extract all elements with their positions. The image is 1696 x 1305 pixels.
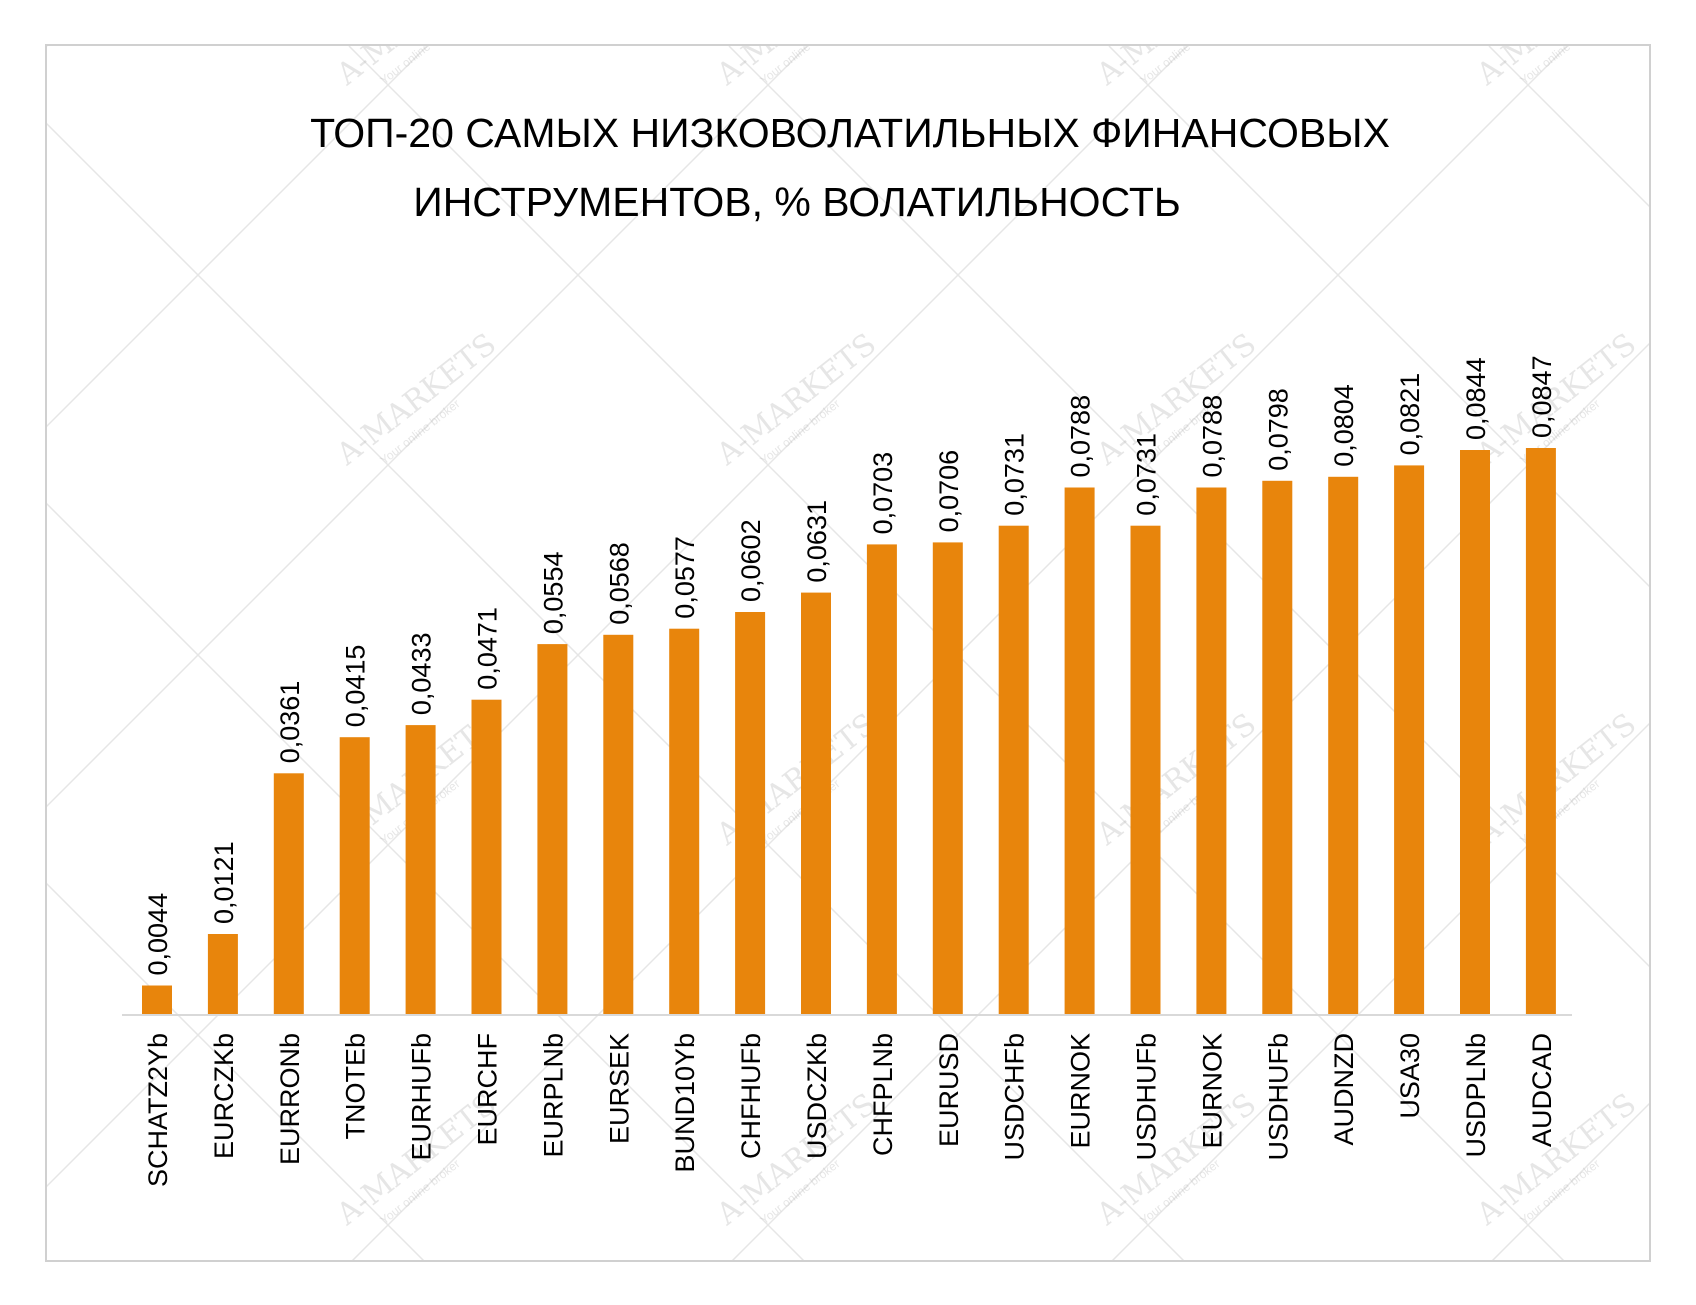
value-label-19: 0,0821 bbox=[1395, 373, 1425, 456]
category-label-11: CHFPLNb bbox=[868, 1033, 898, 1156]
category-label-15: USDHUFb bbox=[1132, 1033, 1162, 1161]
value-label-11: 0,0703 bbox=[868, 452, 898, 535]
category-label-4: EURHUFb bbox=[407, 1033, 437, 1161]
value-label-17: 0,0798 bbox=[1263, 388, 1293, 471]
value-label-12: 0,0706 bbox=[934, 450, 964, 533]
bar-usdhufb-17 bbox=[1262, 480, 1293, 1015]
bar-eurusd-12 bbox=[932, 542, 963, 1015]
bar-usdplnb-20 bbox=[1460, 450, 1490, 1015]
value-label-15: 0,0731 bbox=[1132, 433, 1162, 516]
bar-chart: ТОП-20 САМЫХ НИЗКОВОЛАТИЛЬНЫХ ФИНАНСОВЫХ… bbox=[122, 110, 1572, 1187]
value-label-7: 0,0568 bbox=[604, 542, 634, 625]
category-label-5: EURCHF bbox=[473, 1033, 503, 1146]
bar-eurnok-14 bbox=[1064, 487, 1095, 1015]
bar-eurchf-5 bbox=[471, 699, 502, 1015]
chart-title-line-1: ТОП-20 САМЫХ НИЗКОВОЛАТИЛЬНЫХ ФИНАНСОВЫХ bbox=[310, 110, 1390, 156]
bar-schatz2yb-0 bbox=[142, 985, 172, 1015]
category-label-7: EURSEK bbox=[604, 1033, 634, 1144]
value-label-18: 0,0804 bbox=[1329, 384, 1359, 467]
value-label-6: 0,0554 bbox=[538, 552, 568, 635]
value-label-14: 0,0788 bbox=[1066, 395, 1096, 478]
bar-chfplnb-11 bbox=[866, 544, 897, 1015]
bar-usa30-19 bbox=[1394, 465, 1425, 1015]
value-label-16: 0,0788 bbox=[1197, 395, 1227, 478]
value-label-13: 0,0731 bbox=[1000, 433, 1030, 516]
value-labels-group: 0,0044 0,0121 0,0361 0,0415 0,0433 0,0471 0,05… bbox=[143, 355, 1557, 975]
bar-chfhufb-9 bbox=[735, 612, 766, 1015]
category-label-18: AUDNZD bbox=[1329, 1033, 1359, 1146]
category-label-21: AUDCAD bbox=[1527, 1033, 1557, 1147]
bar-tnoteb-3 bbox=[339, 737, 370, 1015]
bar-eurplnb-6 bbox=[537, 644, 568, 1015]
value-label-4: 0,0433 bbox=[407, 633, 437, 716]
category-label-13: USDCHFb bbox=[1000, 1033, 1030, 1161]
bar-audnzd-18 bbox=[1328, 476, 1359, 1015]
category-label-12: EURUSD bbox=[934, 1033, 964, 1147]
category-label-2: EURRONb bbox=[275, 1033, 305, 1165]
bar-usdczkb-10 bbox=[801, 592, 831, 1015]
category-labels-group: SCHATZ2Yb EURCZKb EURRONb TNOTEb EURHUFb EURC… bbox=[143, 1033, 1557, 1187]
value-label-10: 0,0631 bbox=[802, 500, 832, 583]
chart-title: ТОП-20 САМЫХ НИЗКОВОЛАТИЛЬНЫХ ФИНАНСОВЫХ… bbox=[310, 110, 1390, 225]
value-label-9: 0,0602 bbox=[736, 519, 766, 602]
bar-eursek-7 bbox=[603, 634, 634, 1015]
bar-usdhufb-15 bbox=[1130, 525, 1161, 1015]
value-label-1: 0,0121 bbox=[209, 841, 239, 924]
bar-eurnok-16 bbox=[1196, 487, 1227, 1015]
value-label-3: 0,0415 bbox=[341, 645, 371, 728]
value-label-8: 0,0577 bbox=[670, 536, 700, 619]
category-label-16: EURNOK bbox=[1197, 1033, 1227, 1149]
category-label-6: EURPLNb bbox=[538, 1033, 568, 1158]
value-label-21: 0,0847 bbox=[1527, 355, 1557, 438]
bar-usdchfb-13 bbox=[998, 525, 1029, 1015]
value-label-0: 0,0044 bbox=[143, 893, 173, 976]
category-label-10: USDCZKb bbox=[802, 1033, 832, 1159]
category-label-3: TNOTEb bbox=[341, 1033, 371, 1140]
category-label-19: USA30 bbox=[1395, 1033, 1425, 1119]
category-label-0: SCHATZ2Yb bbox=[143, 1033, 173, 1187]
bar-eurronb-2 bbox=[273, 773, 304, 1015]
category-label-17: USDHUFb bbox=[1263, 1033, 1293, 1161]
category-label-9: CHFHUFb bbox=[736, 1033, 766, 1159]
category-label-20: USDPLNb bbox=[1461, 1033, 1491, 1158]
bar-audcad-21 bbox=[1525, 448, 1556, 1015]
value-label-2: 0,0361 bbox=[275, 681, 305, 764]
bars-group bbox=[142, 448, 1556, 1015]
bar-bund10yb-8 bbox=[669, 628, 700, 1015]
value-label-5: 0,0471 bbox=[473, 607, 503, 690]
value-label-20: 0,0844 bbox=[1461, 357, 1491, 440]
category-label-8: BUND10Yb bbox=[670, 1033, 700, 1173]
chart-title-line-2: ИНСТРУМЕНТОВ, % ВОЛАТИЛЬНОСТЬ bbox=[413, 179, 1181, 225]
category-label-14: EURNOK bbox=[1066, 1033, 1096, 1149]
bar-eurczkb-1 bbox=[207, 934, 238, 1015]
category-label-1: EURCZKb bbox=[209, 1033, 239, 1159]
bar-eurhufb-4 bbox=[405, 725, 436, 1015]
